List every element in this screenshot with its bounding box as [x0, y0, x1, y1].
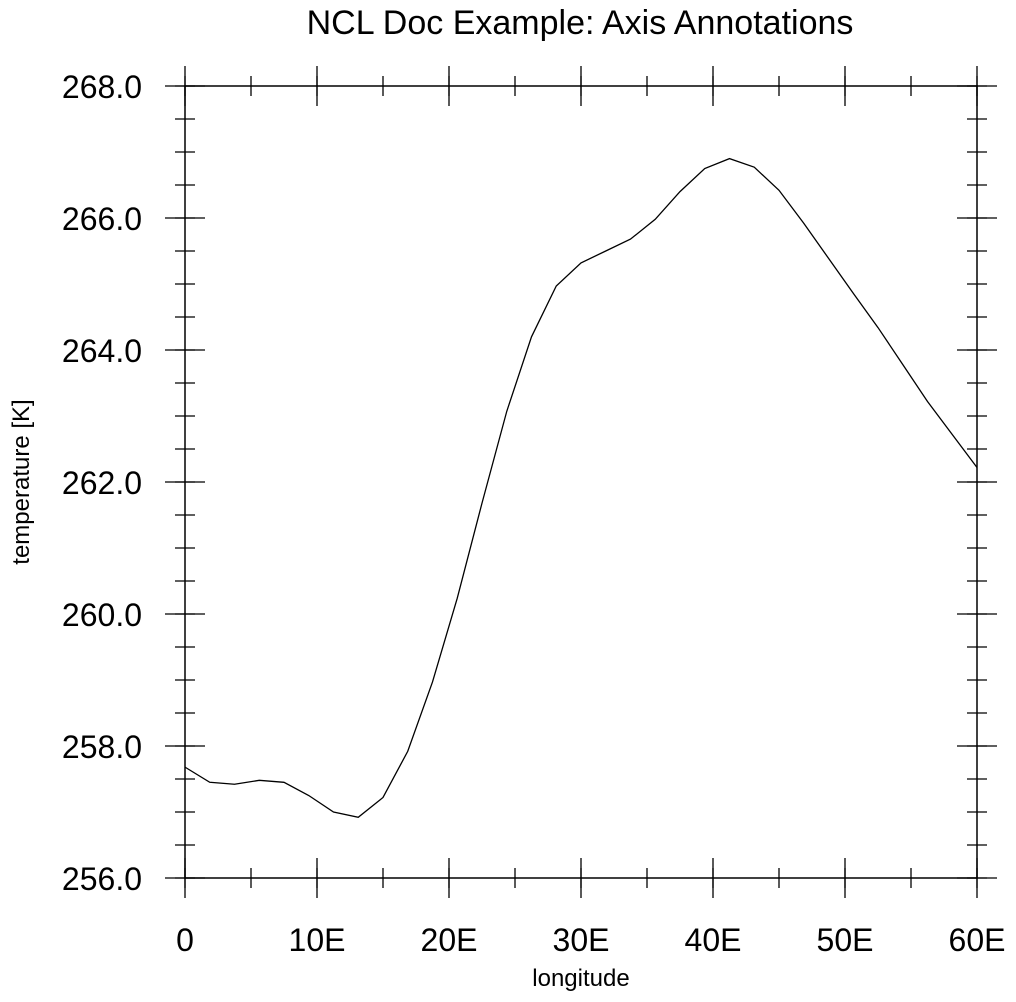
y-tick-label: 260.0 [62, 597, 142, 633]
chart-title: NCL Doc Example: Axis Annotations [307, 4, 854, 42]
x-tick-label: 60E [949, 922, 1006, 958]
y-tick-label: 266.0 [62, 201, 142, 237]
axis-ticks [165, 66, 997, 898]
x-tick-label: 20E [421, 922, 478, 958]
x-tick-label: 50E [817, 922, 874, 958]
x-tick-label: 30E [553, 922, 610, 958]
series-line [184, 157, 978, 818]
y-axis-label: temperature [K] [8, 399, 35, 564]
y-tick-label: 268.0 [62, 69, 142, 105]
plot-frame [184, 85, 978, 879]
x-tick-label: 0 [176, 922, 194, 958]
y-tick-label: 256.0 [62, 861, 142, 897]
x-tick-label: 10E [289, 922, 346, 958]
x-axis-label: longitude [532, 965, 629, 992]
x-tick-label: 40E [685, 922, 742, 958]
x-tick-labels: 0 10E 20E 30E 40E 50E 60E [176, 922, 1005, 958]
y-tick-label: 258.0 [62, 729, 142, 765]
y-tick-labels: 256.0 258.0 260.0 262.0 264.0 266.0 268.0 [62, 69, 142, 897]
y-tick-label: 262.0 [62, 465, 142, 501]
y-tick-label: 264.0 [62, 333, 142, 369]
